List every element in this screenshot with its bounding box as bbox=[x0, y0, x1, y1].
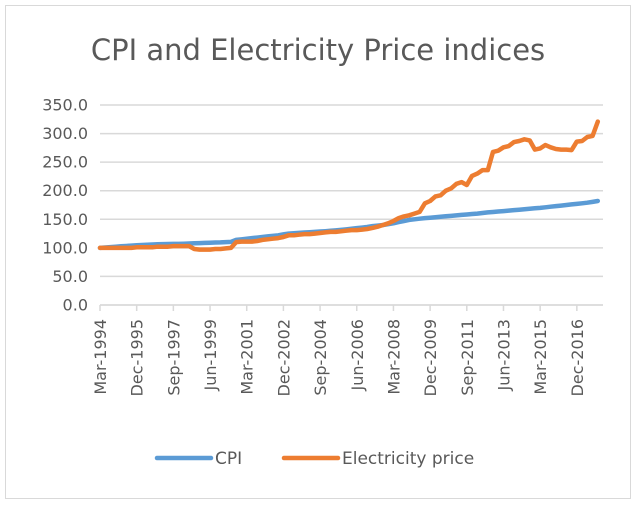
x-tick-label: Dec-2009 bbox=[421, 319, 440, 396]
legend-label: CPI bbox=[215, 449, 242, 469]
x-tick-label: Jun-1999 bbox=[201, 319, 220, 392]
legend-label: Electricity price bbox=[342, 449, 474, 469]
x-tick-label: Sep-2011 bbox=[458, 319, 477, 396]
y-tick-label: 100.0 bbox=[42, 238, 88, 257]
x-tick-label: Sep-1997 bbox=[164, 319, 183, 396]
y-tick-label: 150.0 bbox=[42, 210, 88, 229]
x-tick-label: Jun-2006 bbox=[348, 319, 367, 392]
y-axis-labels: 0.0 50.0 100.0 150.0 200.0 250.0 300.0 350.0 bbox=[42, 96, 88, 315]
x-tick-label: Dec-1995 bbox=[128, 319, 147, 396]
y-tick-label: 0.0 bbox=[63, 296, 88, 315]
x-tick-label: Mar-2015 bbox=[531, 319, 550, 395]
chart-frame bbox=[5, 5, 631, 499]
gridlines bbox=[100, 104, 603, 306]
y-tick-label: 250.0 bbox=[42, 153, 88, 172]
x-tick-label: Mar-1994 bbox=[91, 319, 110, 395]
x-tick-label: Jun-2013 bbox=[494, 319, 513, 392]
x-tick-label: Mar-2008 bbox=[384, 319, 403, 395]
y-tick-label: 350.0 bbox=[42, 96, 88, 115]
legend: CPI Electricity price bbox=[154, 449, 474, 469]
series-lines bbox=[97, 119, 601, 252]
y-tick-label: 50.0 bbox=[52, 267, 88, 286]
y-tick-label: 300.0 bbox=[42, 124, 88, 143]
x-tick-label: Dec-2002 bbox=[274, 319, 293, 396]
series-line-electricity-price bbox=[97, 119, 601, 252]
x-tick-label: Sep-2004 bbox=[311, 319, 330, 396]
y-tick-label: 200.0 bbox=[42, 181, 88, 200]
chart-title: CPI and Electricity Price indices bbox=[91, 33, 545, 67]
x-tick-label: Mar-2001 bbox=[238, 319, 257, 395]
x-tick-label: Dec-2016 bbox=[568, 319, 587, 396]
series-line-cpi bbox=[97, 198, 601, 251]
x-axis: Mar-1994 Dec-1995 Sep-1997 Jun-1999 Mar-2001… bbox=[91, 304, 603, 396]
